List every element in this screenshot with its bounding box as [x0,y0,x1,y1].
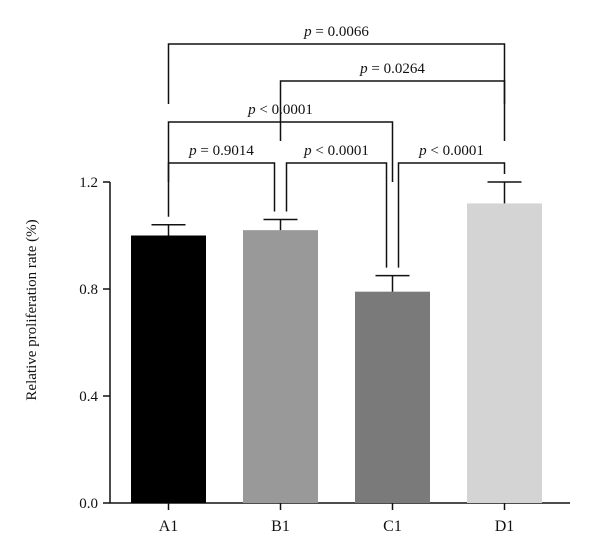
bracket-C1-D1 [397,162,506,268]
y-tick-label: 0.4 [79,389,98,405]
significance-brackets: p = 0.9014 p < 0.0001 p < 0.0001 p < 0.0001… [167,24,506,268]
bracket-B1-C1 [285,162,388,268]
y-tick-label: 0.0 [79,496,98,512]
bar-A1 [131,235,206,503]
bracket-A1-D1 [167,43,506,104]
x-tick-label: D1 [495,518,515,535]
p-value-label: p = 0.0066 [303,24,369,40]
bar-B1 [243,230,318,503]
bracket-B1-D1 [279,80,506,141]
bar-D1 [467,203,542,503]
p-value-label: p < 0.0001 [303,143,369,159]
p-value-label: p < 0.0001 [247,102,313,118]
x-tick-label: B1 [271,518,290,535]
x-tick-label: C1 [383,518,402,535]
p-value-label: p < 0.0001 [418,143,484,159]
bar-C1 [355,291,430,503]
bracket-A1-B1 [167,162,276,217]
bars [131,181,542,503]
p-value-label: p = 0.0264 [359,61,425,77]
y-tick-label: 0.8 [79,282,98,298]
p-value-label: p = 0.9014 [188,143,254,159]
x-tick-label: A1 [159,518,179,535]
y-axis-title: Relative proliferation rate (%) [24,219,40,400]
y-tick-label: 1.2 [79,175,98,191]
